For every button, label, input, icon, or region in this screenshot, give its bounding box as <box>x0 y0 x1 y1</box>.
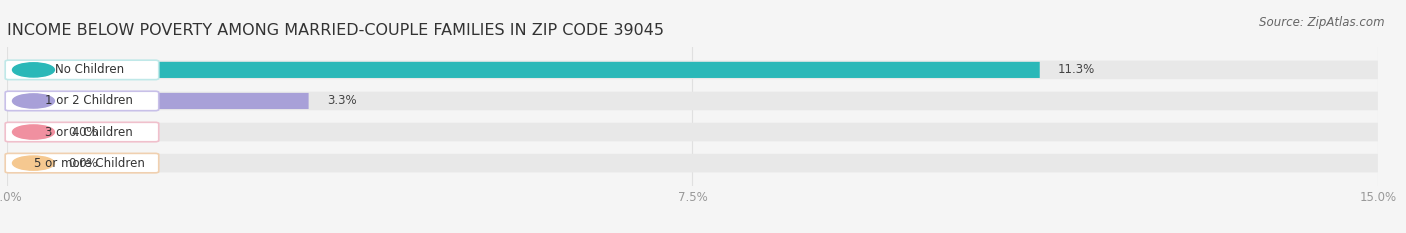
FancyBboxPatch shape <box>7 124 53 140</box>
Text: 0.0%: 0.0% <box>69 157 98 170</box>
Text: 5 or more Children: 5 or more Children <box>34 157 145 170</box>
FancyBboxPatch shape <box>7 61 1378 79</box>
FancyBboxPatch shape <box>6 153 159 173</box>
Text: 3.3%: 3.3% <box>326 94 357 107</box>
Text: 0.0%: 0.0% <box>69 126 98 139</box>
FancyBboxPatch shape <box>6 91 159 111</box>
Text: INCOME BELOW POVERTY AMONG MARRIED-COUPLE FAMILIES IN ZIP CODE 39045: INCOME BELOW POVERTY AMONG MARRIED-COUPL… <box>7 24 664 38</box>
Text: 11.3%: 11.3% <box>1057 63 1095 76</box>
Circle shape <box>13 125 55 139</box>
FancyBboxPatch shape <box>7 93 308 109</box>
FancyBboxPatch shape <box>7 92 1378 110</box>
Text: Source: ZipAtlas.com: Source: ZipAtlas.com <box>1260 16 1385 29</box>
FancyBboxPatch shape <box>7 62 1039 78</box>
FancyBboxPatch shape <box>6 60 159 80</box>
Text: 3 or 4 Children: 3 or 4 Children <box>45 126 134 139</box>
Circle shape <box>13 156 55 170</box>
FancyBboxPatch shape <box>7 154 1378 172</box>
Circle shape <box>13 94 55 108</box>
Text: No Children: No Children <box>55 63 124 76</box>
FancyBboxPatch shape <box>6 122 159 142</box>
FancyBboxPatch shape <box>7 123 1378 141</box>
FancyBboxPatch shape <box>7 155 53 171</box>
Text: 1 or 2 Children: 1 or 2 Children <box>45 94 134 107</box>
Circle shape <box>13 63 55 77</box>
